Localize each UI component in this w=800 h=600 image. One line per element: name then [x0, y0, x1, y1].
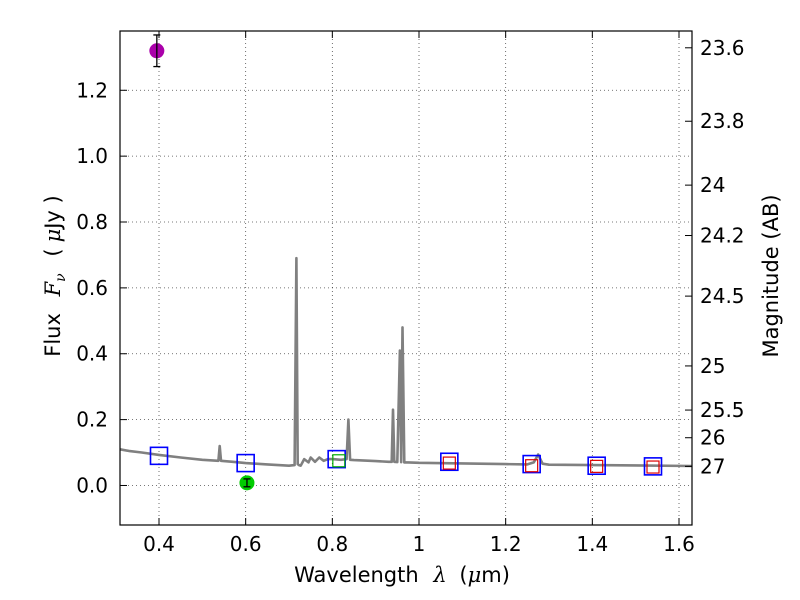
tick-layer: 0.4 0.6 0.8 1 1.2 1.4 1.6 0.0 0.2 0.4 0.6 0.8 1.0 1.2…	[76, 31, 745, 556]
y-axis-label-text: Flux	[41, 313, 65, 357]
x-axis-label: Wavelength λ (μm)	[294, 563, 510, 587]
photometry-inner-marker	[442, 456, 456, 470]
x-tick-label: 1.6	[663, 532, 695, 556]
magnitude-tick-label: 24.5	[700, 284, 745, 308]
photometry-square-marker	[643, 457, 663, 476]
x-tick-label: 0.8	[316, 532, 348, 556]
grid-lines	[120, 31, 692, 525]
x-axis-label-text: Wavelength	[294, 563, 419, 587]
magnitude-tick-label: 24.2	[700, 224, 745, 248]
photometry-square-marker	[440, 452, 459, 472]
magnitude-tick-label: 25.5	[700, 398, 745, 422]
y-tick-label: 0.8	[76, 210, 108, 234]
y-axis-label-unit: Jy )	[41, 195, 65, 231]
magnitude-tick-label: 23.8	[700, 109, 745, 133]
photometry-square-marker	[236, 453, 255, 473]
y-axis-label-unit-mu: μ	[41, 229, 65, 243]
photometry-inner-marker	[525, 459, 539, 473]
spectrum-line	[119, 256, 693, 468]
photometry-square-marker	[587, 456, 606, 476]
y-axis-label: Flux Fν ( μJy )	[41, 195, 70, 356]
photometry-square-marker	[149, 446, 169, 466]
x-tick-label: 1.2	[490, 532, 522, 556]
marker-layer	[149, 34, 663, 491]
y-tick-label: 1.0	[76, 144, 108, 168]
y-tick-label: 0.4	[76, 342, 108, 366]
x-axis-label-unit-prefix: (	[459, 563, 467, 587]
series-layer	[119, 256, 693, 468]
y-axis-label-symbol: F	[41, 280, 65, 297]
x-tick-label: 0.6	[230, 532, 262, 556]
y-tick-label: 0.6	[76, 276, 108, 300]
magnitude-tick-label: 24	[700, 173, 725, 197]
magnitude-tick-label: 25	[700, 354, 725, 378]
photometry-square-marker	[522, 454, 541, 474]
y2-axis-label: Magnitude (AB)	[759, 194, 783, 357]
photometry-inner-marker	[646, 460, 660, 474]
photometry-inner-marker	[590, 459, 604, 473]
x-tick-label: 1.4	[576, 532, 608, 556]
x-axis-label-symbol: λ	[432, 563, 446, 587]
photometry-inner-marker	[332, 454, 346, 468]
plot-frame	[119, 30, 693, 526]
y-tick-label: 0.0	[76, 473, 108, 497]
y-tick-label: 1.2	[76, 78, 108, 102]
x-tick-label: 0.4	[143, 532, 175, 556]
magnitude-tick-label: 23.6	[700, 36, 745, 60]
y-axis-label-symbol-sub: ν	[53, 273, 69, 282]
y-axis-label-unit-prefix: (	[41, 248, 65, 256]
magnitude-tick-label: 27	[700, 454, 725, 478]
x-axis-label-unit: m)	[481, 563, 510, 587]
y-tick-label: 0.2	[76, 408, 108, 432]
x-axis-label-unit-mu: μ	[468, 563, 482, 587]
magnitude-tick-label: 26	[700, 426, 725, 450]
x-tick-label: 1	[413, 532, 426, 556]
